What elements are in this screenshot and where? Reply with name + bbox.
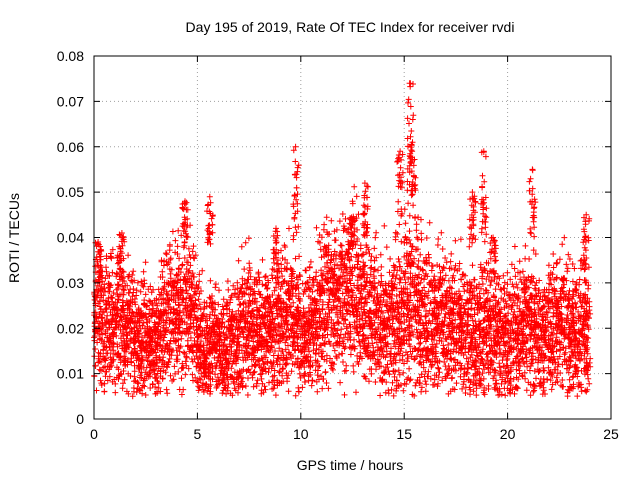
x-tick-label: 20 [500,426,516,442]
y-tick-label: 0.07 [57,93,84,109]
y-tick-label: 0.06 [57,139,84,155]
y-tick-label: 0.04 [57,230,84,246]
y-tick-label: 0.02 [57,320,84,336]
x-tick-label: 25 [603,426,619,442]
data-points [91,80,594,400]
y-tick-label: 0.05 [57,184,84,200]
y-axis-title: ROTI / TECUs [6,193,22,283]
y-tick-label: 0.01 [57,366,84,382]
x-tick-label: 5 [194,426,202,442]
y-tick-label: 0.03 [57,275,84,291]
x-tick-label: 15 [396,426,412,442]
y-tick-label: 0.08 [57,48,84,64]
x-tick-label: 0 [90,426,98,442]
chart-title: Day 195 of 2019, Rate Of TEC Index for r… [186,19,515,35]
x-tick-labels: 0 5 10 15 20 25 [90,426,619,442]
x-tick-label: 10 [293,426,309,442]
y-tick-label: 0 [76,411,84,427]
roti-series-markers [91,80,594,400]
axis-ticks [93,55,612,420]
x-axis-title: GPS time / hours [297,457,404,473]
y-tick-labels: 0 0.01 0.02 0.03 0.04 0.05 0.06 0.07 0.08 [57,48,84,427]
grid-lines [94,56,611,419]
